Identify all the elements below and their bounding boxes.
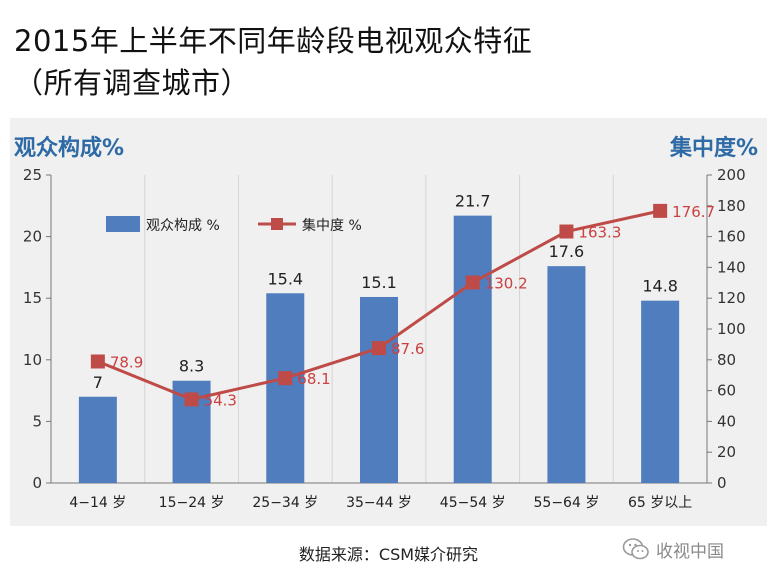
line-marker [653,203,668,218]
line-value-label: 176.7 [672,203,715,221]
line-marker [278,371,293,386]
chart-panel: 0 5 10 15 20 25 0 20 40 60 80 100 120 140 160 180 200 观众构… [10,118,767,526]
line-value-label: 87.6 [391,340,424,358]
right-tick-label: 60 [717,382,736,400]
bar-value-label: 7 [93,373,103,392]
watermark: 收视中国 [622,535,724,563]
right-tick-label: 140 [717,258,746,276]
right-tick-label: 180 [717,197,746,215]
line-marker [559,224,574,239]
chart-subtitle: （所有调查城市） [14,66,251,100]
axes: 0 5 10 15 20 25 0 20 40 60 80 100 120 140 160 180 200 观众构… [14,135,758,511]
left-axis-title: 观众构成% [14,135,124,161]
right-tick-label: 200 [717,166,746,184]
legend-line-marker [271,218,283,230]
right-tick-label: 100 [717,320,746,338]
left-tick-label: 20 [23,228,42,246]
left-tick-label: 10 [23,351,42,369]
bar-value-label: 21.7 [455,192,491,211]
legend-bar-swatch [106,216,140,232]
line-value-label: 78.9 [110,353,143,371]
data-source-note: 数据来源：CSM媒介研究 [298,545,479,564]
left-tick-label: 5 [32,412,42,430]
right-tick-label: 40 [717,412,736,430]
bar-value-label: 8.3 [179,357,204,376]
bar [266,293,305,483]
bar [547,266,586,483]
right-tick-label: 0 [717,474,727,492]
bar [641,300,680,483]
x-tick-label: 35−44 岁 [346,495,412,511]
legend: 观众构成 % 集中度 % [106,216,362,234]
line-marker [465,275,480,290]
x-tick-label: 65 岁以上 [628,495,692,511]
line-marker [184,392,199,407]
right-tick-label: 160 [717,228,746,246]
wechat-icon [622,538,649,560]
data-labels: 7 8.3 15.4 15.1 21.7 17.6 14.8 78.9 54.3 68.1 87.6… [93,192,715,410]
x-tick-label: 15−24 岁 [159,495,225,511]
line-marker [90,354,105,369]
watermark-text: 收视中国 [656,541,724,562]
bar [360,296,398,483]
x-tick-label: 55−64 岁 [534,495,600,511]
line-value-label: 130.2 [485,274,528,292]
x-tick-label: 25−34 岁 [252,495,318,511]
line-value-label: 54.3 [204,391,237,409]
grid-lines [144,175,614,483]
line-series [90,203,668,407]
bar-value-label: 15.4 [267,269,303,288]
left-tick-label: 25 [23,166,42,184]
line-value-label: 68.1 [297,370,330,388]
bar-series [78,215,680,483]
bar-value-label: 17.6 [549,242,585,261]
left-tick-label: 0 [32,474,42,492]
right-tick-label: 20 [717,443,736,461]
x-tick-label: 4−14 岁 [69,495,126,511]
left-tick-label: 15 [23,289,42,307]
legend-line-label: 集中度 % [302,217,362,234]
right-axis-title: 集中度% [669,135,758,161]
right-tick-label: 80 [717,351,736,369]
line-value-label: 163.3 [578,224,621,242]
bar [453,215,492,483]
bar-value-label: 14.8 [642,277,678,296]
chart-title: 2015年上半年不同年龄段电视观众特征 [14,24,533,58]
bar [78,396,117,483]
combo-chart: 0 5 10 15 20 25 0 20 40 60 80 100 120 140 160 180 200 观众构… [14,135,758,511]
x-tick-label: 45−54 岁 [440,495,506,511]
right-tick-label: 120 [717,289,746,307]
line-marker [372,341,386,356]
legend-bar-label: 观众构成 % [146,218,220,234]
bar-value-label: 15.1 [361,273,397,292]
